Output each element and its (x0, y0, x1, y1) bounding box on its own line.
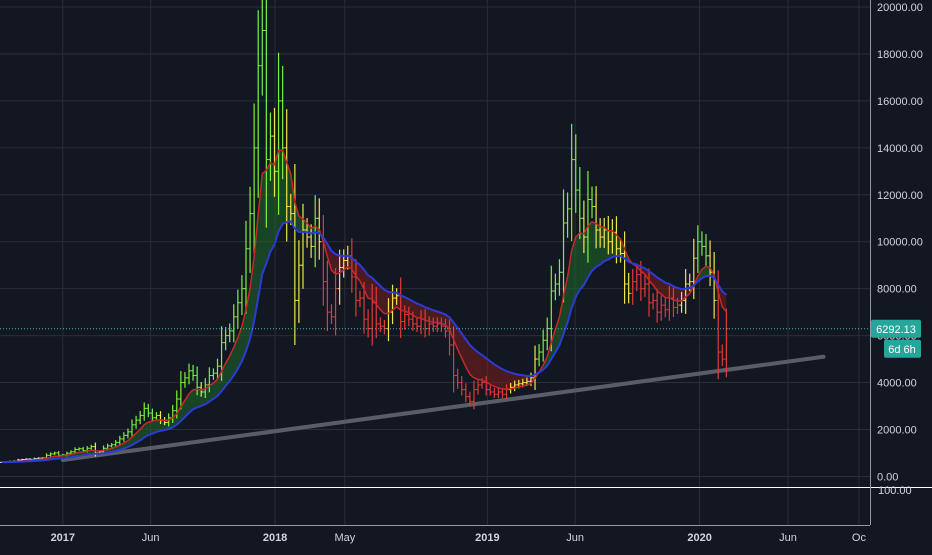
x-tick-label: 2017 (51, 532, 75, 544)
ma-ribbon-segment (470, 345, 474, 378)
ma-ribbon-segment (384, 290, 388, 314)
ma-ribbon-segment (519, 375, 523, 387)
ma-ribbon-segment (498, 367, 502, 389)
ma-ribbon-segment (600, 227, 604, 265)
ma-ribbon-segment (262, 170, 266, 273)
y-tick-label: 4000.00 (877, 378, 917, 390)
ma-ribbon-segment (604, 227, 608, 261)
y-tick-label: 18000.00 (877, 49, 923, 61)
ma-ribbon-segment (368, 275, 372, 299)
ma-ribbon-segment (266, 163, 270, 264)
ma-ribbon-segment (478, 352, 482, 380)
ma-ribbon-segment (580, 233, 584, 290)
y-tick-label: 0.00 (877, 471, 898, 483)
ma-ribbon-segment (592, 222, 596, 271)
ma-ribbon-segment (507, 371, 511, 389)
y-tick-label: 10000.00 (877, 237, 923, 249)
x-tick-label: Oc (852, 532, 867, 544)
y-tick-label: 12000.00 (877, 190, 923, 202)
ma-ribbon-segment (279, 150, 283, 231)
ma-ribbon-segment (576, 233, 580, 297)
ma-ribbon-segment (511, 373, 515, 389)
ma-ribbon-segment (665, 283, 669, 298)
ma-ribbon-segment (494, 364, 498, 388)
y-tick-label: 16000.00 (877, 96, 923, 108)
x-tick-label: May (334, 532, 355, 544)
ma-ribbon-segment (197, 389, 201, 407)
ma-ribbon-segment (474, 349, 478, 379)
y-tick-label: 2000.00 (877, 424, 917, 436)
ma-ribbon-segment (515, 374, 519, 388)
x-tick-label: Jun (142, 532, 160, 544)
ma-ribbon-segment (193, 389, 197, 409)
y-tick-label: 14000.00 (877, 143, 923, 155)
ma-ribbon-segment (482, 355, 486, 382)
ma-ribbon-segment (588, 222, 592, 277)
countdown-label: 6d 6h (888, 344, 916, 356)
ma-ribbon-segment (584, 226, 588, 285)
y-tick-label: 20000.00 (877, 2, 923, 14)
last-price-label: 6292.13 (876, 324, 916, 336)
x-tick-label: Jun (566, 532, 584, 544)
y-tick-label: 8000.00 (877, 284, 917, 296)
ma-ribbon-segment (502, 369, 506, 389)
ma-ribbon-segment (270, 163, 274, 252)
ma-ribbon-segment (336, 254, 340, 274)
x-tick-label: 2020 (687, 532, 711, 544)
lower-pane-label: 100.00 (878, 485, 912, 497)
ma-ribbon-segment (608, 231, 612, 260)
x-tick-label: 2019 (475, 532, 499, 544)
x-tick-label: 2018 (263, 532, 287, 544)
x-tick-label: Jun (779, 532, 797, 544)
